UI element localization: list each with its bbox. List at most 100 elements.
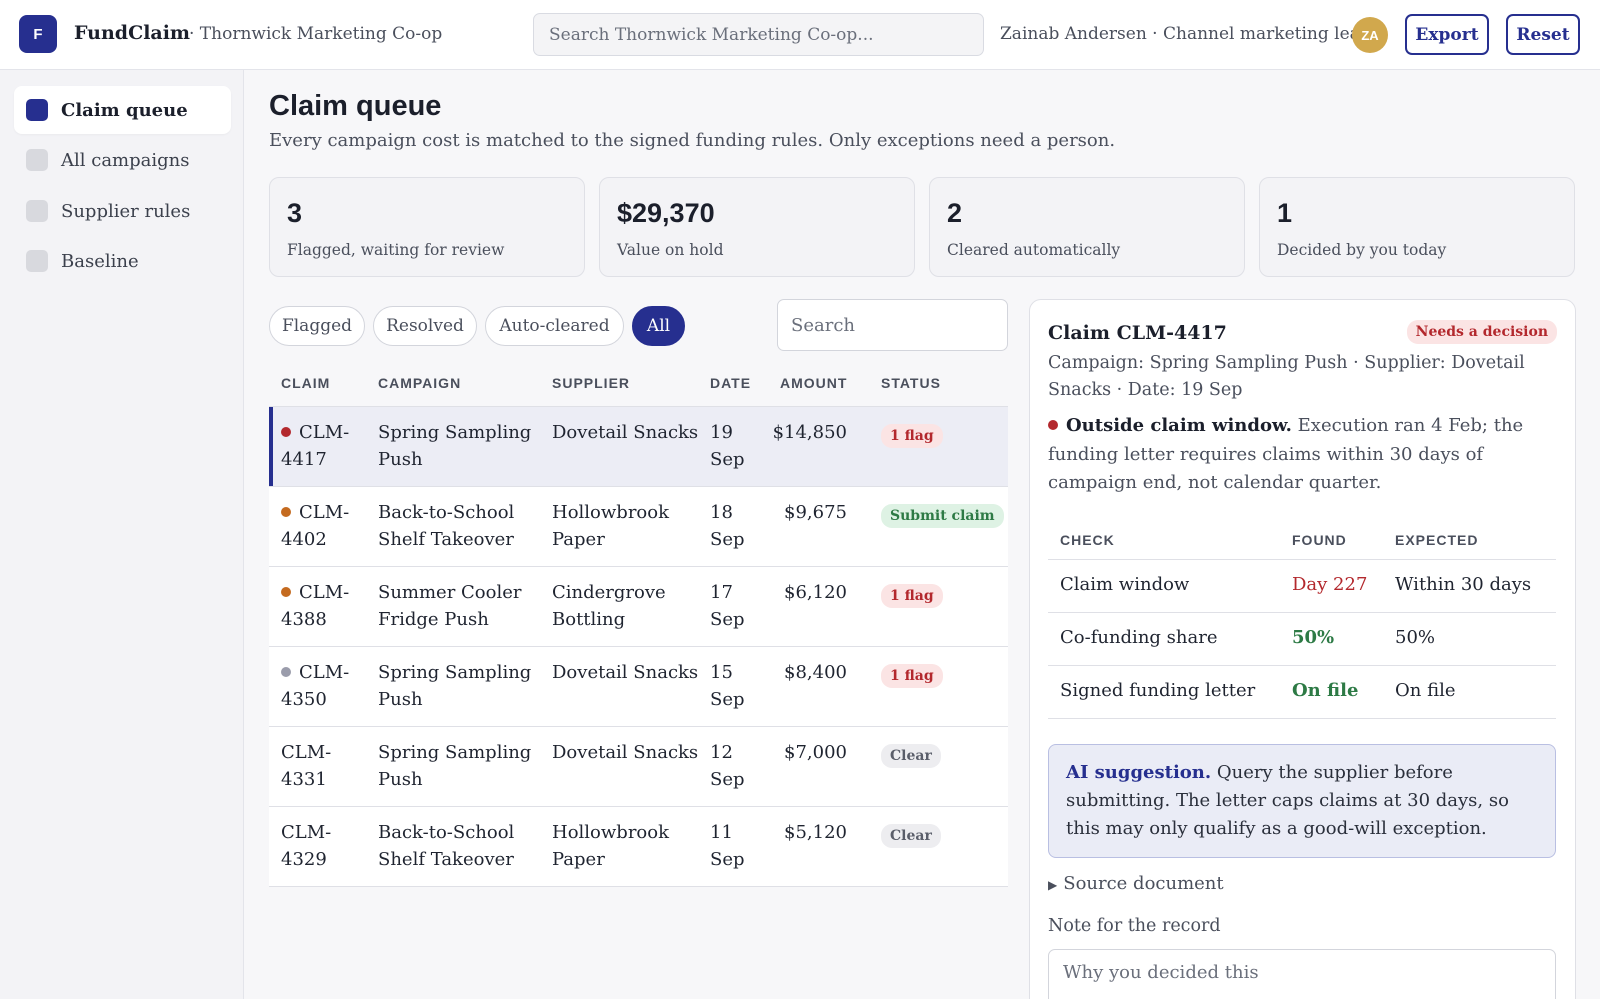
table-row[interactable]: CLM-4329 Back-to-School Shelf Takeover Hol… xyxy=(269,807,1008,887)
column-header-claim[interactable]: CLAIM xyxy=(281,375,331,391)
campaign-cell: Summer Cooler Fridge Push xyxy=(378,582,522,630)
page-subtitle: Every campaign cost is matched to the si… xyxy=(269,130,1116,151)
status-badge: 1 flag xyxy=(881,424,943,448)
supplier-cell: Dovetail Snacks xyxy=(552,422,699,443)
detail-meta: Campaign: Spring Sampling Push · Supplie… xyxy=(1048,353,1525,400)
triangle-right-icon: ▶ xyxy=(1048,878,1058,892)
user-info: Zainab Andersen · Channel marketing lead xyxy=(1000,24,1371,44)
filter-chip-resolved[interactable]: Resolved xyxy=(373,306,477,346)
org-name: · Thornwick Marketing Co-op xyxy=(189,24,443,44)
check-found: 50% xyxy=(1292,627,1335,648)
supplier-cell: Dovetail Snacks xyxy=(552,662,699,683)
global-search-input[interactable]: Search Thornwick Marketing Co-op... xyxy=(533,13,984,56)
avatar[interactable]: ZA xyxy=(1352,17,1388,53)
column-header-status[interactable]: STATUS xyxy=(881,375,941,391)
sidebar-item-baseline[interactable]: Baseline xyxy=(14,237,231,285)
claim-id-text: CLM-4402 xyxy=(281,502,350,550)
status-cell: Clear xyxy=(881,741,941,768)
column-header-date[interactable]: DATE xyxy=(710,375,752,391)
check-name: Signed funding letter xyxy=(1060,680,1256,701)
sidebar-item-label: Baseline xyxy=(61,250,139,272)
stat-label: Cleared automatically xyxy=(947,241,1121,259)
app-name: FundClaim xyxy=(74,22,191,44)
decision-badge: Needs a decision xyxy=(1406,320,1557,344)
stat-label: Flagged, waiting for review xyxy=(287,241,505,259)
issue-dot-icon xyxy=(1048,420,1058,430)
check-found: Day 227 xyxy=(1292,574,1368,595)
supplier-cell: Cindergrove Bottling xyxy=(552,582,666,630)
sidebar-item-label: Claim queue xyxy=(61,99,188,121)
claim-id-text: CLM-4388 xyxy=(281,582,350,630)
table-row[interactable]: CLM-4402 Back-to-School Shelf Takeover Hol… xyxy=(269,487,1008,567)
amount-cell: $9,675 xyxy=(784,502,847,523)
detail-title: Claim CLM-4417 xyxy=(1048,322,1227,344)
note-label: Note for the record xyxy=(1048,916,1221,936)
status-badge: Clear xyxy=(881,824,941,848)
check-row: Signed funding letter On file On file xyxy=(1048,666,1556,719)
column-header-campaign[interactable]: CAMPAIGN xyxy=(378,375,462,391)
status-dot-icon xyxy=(281,587,291,597)
check-found: On file xyxy=(1292,680,1359,701)
column-header-amount[interactable]: AMOUNT xyxy=(780,375,848,391)
stat-value: 1 xyxy=(1277,198,1293,228)
ai-suggestion: AI suggestion. Query the supplier before… xyxy=(1048,744,1556,858)
claim-id: CLM-4417 xyxy=(281,419,361,473)
note-input[interactable]: Why you decided this xyxy=(1048,949,1556,999)
date-cell: 19 Sep xyxy=(710,422,745,470)
table-row[interactable]: CLM-4331 Spring Sampling Push Dovetail Sna… xyxy=(269,727,1008,807)
top-bar: F FundClaim · Thornwick Marketing Co-op … xyxy=(0,0,1600,70)
claim-id: CLM-4388 xyxy=(281,579,361,633)
supplier-rules-icon xyxy=(26,200,48,222)
status-badge: Clear xyxy=(881,744,941,768)
claim-id-text: CLM-4417 xyxy=(281,422,350,470)
table-row[interactable]: CLM-4350 Spring Sampling Push Dovetail Sna… xyxy=(269,647,1008,727)
status-cell: Submit claim xyxy=(881,501,1004,528)
check-name: Co-funding share xyxy=(1060,627,1218,648)
detail-issue: Outside claim window. Execution ran 4 Fe… xyxy=(1048,412,1558,498)
check-row: Claim window Day 227 Within 30 days xyxy=(1048,560,1556,613)
claim-id-text: CLM-4329 xyxy=(281,822,332,870)
supplier-cell: Dovetail Snacks xyxy=(552,742,699,763)
column-header-supplier[interactable]: SUPPLIER xyxy=(552,375,631,391)
export-button[interactable]: Export xyxy=(1405,14,1489,55)
stat-card-cleared: 2 Cleared automatically xyxy=(929,177,1245,277)
check-name: Claim window xyxy=(1060,574,1190,595)
sidebar-item-label: Supplier rules xyxy=(61,200,191,222)
campaigns-icon xyxy=(26,149,48,171)
claim-id: CLM-4350 xyxy=(281,659,361,713)
campaign-cell: Spring Sampling Push xyxy=(378,662,532,710)
sidebar-item-all-campaigns[interactable]: All campaigns xyxy=(14,136,231,184)
amount-cell: $8,400 xyxy=(784,662,847,683)
sidebar-item-supplier-rules[interactable]: Supplier rules xyxy=(14,187,231,235)
filter-chip-auto-cleared[interactable]: Auto-cleared xyxy=(485,306,624,346)
status-dot-icon xyxy=(281,667,291,677)
campaign-cell: Back-to-School Shelf Takeover xyxy=(378,502,515,550)
source-document-label: Source document xyxy=(1063,873,1224,894)
table-search-input[interactable]: Search xyxy=(777,299,1008,351)
status-cell: 1 flag xyxy=(881,661,943,688)
date-cell: 12 Sep xyxy=(710,742,745,790)
table-row[interactable]: CLM-4417 Spring Sampling Push Dovetail Sna… xyxy=(269,407,1008,487)
table-header: CLAIM CAMPAIGN SUPPLIER DATE AMOUNT STAT… xyxy=(269,367,1008,407)
filter-chip-flagged[interactable]: Flagged xyxy=(269,306,365,346)
issue-text: Execution ran 4 Feb; the funding letter … xyxy=(1048,415,1524,493)
source-document-toggle[interactable]: ▶ Source document xyxy=(1048,873,1224,894)
table-row[interactable]: CLM-4388 Summer Cooler Fridge Push Cinderg… xyxy=(269,567,1008,647)
claim-id-text: CLM-4331 xyxy=(281,742,332,790)
ai-suggestion-label: AI suggestion. xyxy=(1066,762,1212,783)
date-cell: 11 Sep xyxy=(710,822,745,870)
check-row: Co-funding share 50% 50% xyxy=(1048,613,1556,666)
claim-id-text: CLM-4350 xyxy=(281,662,350,710)
stat-value: 2 xyxy=(947,198,963,228)
claim-detail-panel: Claim CLM-4417 Needs a decision Campaign… xyxy=(1029,299,1576,999)
amount-cell: $14,850 xyxy=(772,422,847,443)
date-cell: 15 Sep xyxy=(710,662,745,710)
app-logo[interactable]: F xyxy=(19,15,57,53)
claim-id: CLM-4331 xyxy=(281,739,361,793)
reset-button[interactable]: Reset xyxy=(1506,14,1580,55)
stat-label: Value on hold xyxy=(617,241,724,259)
status-badge[interactable]: Submit claim xyxy=(881,504,1004,528)
sidebar-item-claim-queue[interactable]: Claim queue xyxy=(14,86,231,134)
stat-value: 3 xyxy=(287,198,303,228)
filter-chip-all[interactable]: All xyxy=(632,306,685,346)
